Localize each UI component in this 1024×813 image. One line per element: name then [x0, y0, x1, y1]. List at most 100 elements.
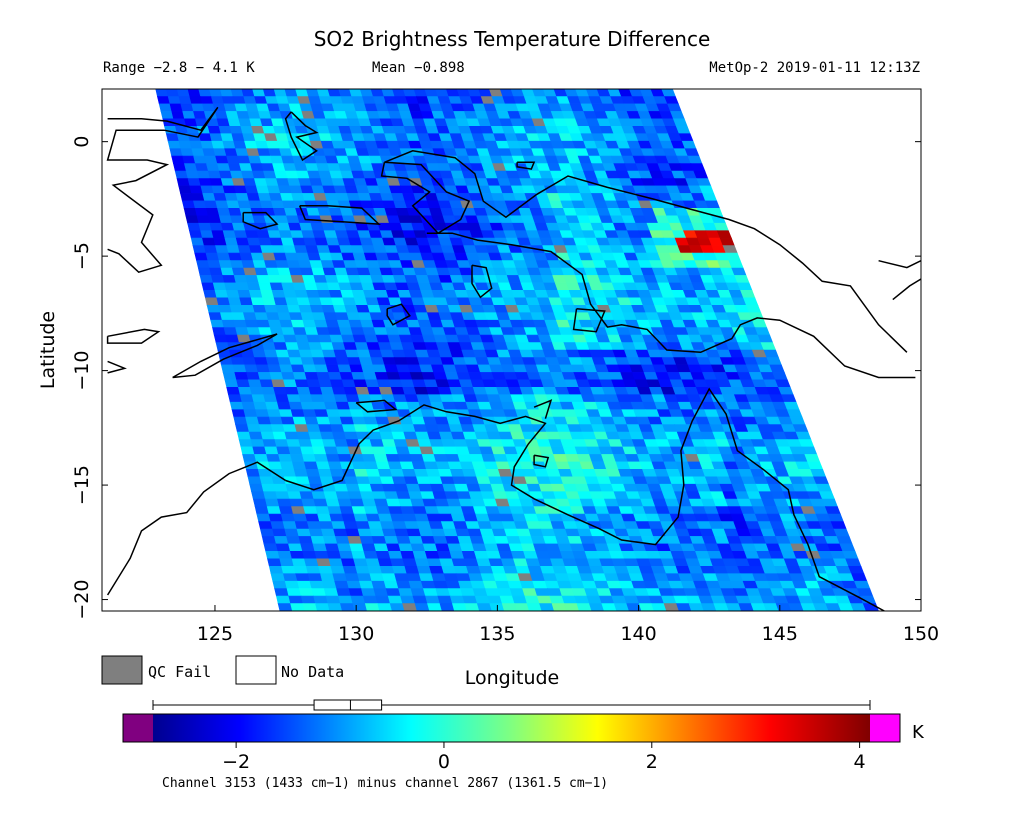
swath-pixel	[217, 163, 231, 172]
swath-pixel	[813, 476, 830, 485]
swath-pixel	[254, 506, 270, 515]
swath-pixel	[314, 409, 329, 418]
swath-pixel	[329, 513, 345, 522]
swath-pixel	[848, 565, 865, 575]
swath-pixel	[246, 148, 260, 157]
swath-pixel	[268, 461, 283, 470]
swath-pixel	[189, 185, 204, 194]
colorbar: −2 0 2 4 K	[122, 699, 925, 773]
swath-pixel	[478, 565, 494, 575]
swath-pixel	[264, 446, 279, 455]
swath-pixel	[329, 379, 345, 388]
colorbar-unit: K	[912, 722, 925, 743]
swath-pixel	[155, 89, 169, 97]
swath-pixel	[219, 215, 233, 224]
swath-pixel	[237, 245, 252, 254]
swath-pixel	[225, 334, 240, 343]
swath-pixel	[381, 439, 397, 448]
swath-pixel	[391, 431, 407, 440]
swath-pixel	[245, 416, 260, 425]
swath-pixel	[377, 468, 393, 478]
swath-pixel	[288, 543, 303, 552]
swath-pixel	[281, 327, 296, 336]
swath-pixel	[322, 536, 338, 545]
swath-pixel	[301, 498, 317, 507]
swath-pixel	[363, 506, 379, 515]
swath-pixel	[290, 603, 306, 611]
swath-pixel	[284, 431, 300, 440]
swath-pixel	[318, 565, 334, 575]
swath-pixel	[387, 461, 403, 470]
swath-pixel	[261, 483, 277, 493]
swath-pixel	[377, 603, 393, 611]
swath-pixel	[769, 364, 785, 373]
swath-pixel	[227, 297, 242, 306]
swath-pixel	[439, 603, 455, 611]
swath-pixel	[367, 565, 383, 575]
swath-pixel	[373, 454, 389, 463]
swath-pixel	[460, 588, 476, 597]
swath-pixel	[308, 528, 324, 537]
swath-pixel	[396, 580, 412, 589]
swath-pixel	[292, 513, 308, 522]
swath-pixel	[359, 580, 375, 589]
swath-pixel	[335, 357, 351, 366]
swath-pixel	[198, 178, 213, 187]
swath-pixel	[166, 89, 180, 97]
swath-pixel	[261, 536, 277, 545]
swath-pixel	[427, 603, 443, 611]
swath-pixel	[328, 416, 343, 425]
swath-pixel	[318, 334, 333, 343]
swath-pixel	[404, 476, 419, 485]
swath-pixel	[254, 454, 269, 463]
swath-pixel	[211, 140, 226, 149]
swath-pixel	[252, 304, 267, 314]
swath-pixel	[275, 349, 290, 358]
swath-pixel	[257, 416, 272, 425]
swath-pixel	[228, 208, 243, 217]
swath-pixel	[347, 536, 363, 545]
swath-pixel	[282, 424, 298, 433]
swath-pixel	[171, 155, 185, 164]
swath-pixel	[247, 237, 261, 246]
swath-pixel	[222, 230, 237, 239]
swath-pixel	[248, 245, 263, 254]
swath-pixel	[254, 357, 269, 366]
swath-pixel	[252, 498, 268, 507]
swath-pixel	[314, 454, 329, 463]
swath-pixel	[402, 603, 418, 611]
swath-pixel	[842, 550, 859, 560]
swath-pixel	[341, 379, 357, 388]
swath-pixel	[330, 424, 345, 433]
swath-pixel	[337, 454, 353, 463]
swath-pixel	[277, 357, 292, 366]
swath-pixel	[311, 491, 327, 500]
swath-pixel	[845, 558, 862, 567]
swath-pixel	[196, 260, 210, 269]
swath-pixel	[266, 506, 282, 515]
swath-pixel	[330, 565, 346, 575]
x-tick-label: 135	[479, 623, 515, 645]
swath-pixel	[369, 439, 385, 448]
swath-pixel	[406, 483, 422, 493]
swath-pixel	[316, 372, 331, 381]
swath-pixel	[344, 573, 360, 582]
swath-pixel	[783, 401, 800, 411]
colorbar-tick-label: 0	[438, 751, 450, 773]
swath-pixel	[256, 513, 272, 522]
swath-pixel	[349, 498, 365, 507]
swath-pixel	[455, 573, 472, 582]
swath-pixel	[230, 357, 246, 366]
swath-pixel	[252, 349, 267, 358]
swath-pixel	[207, 170, 222, 179]
swath-pixel	[220, 364, 236, 373]
swath-pixel	[331, 342, 346, 351]
swath-pixel	[274, 439, 289, 448]
swath-pixel	[261, 386, 276, 396]
swath-pixel	[327, 461, 343, 470]
swath-pixel	[379, 476, 395, 485]
swath-pixel	[307, 476, 323, 485]
swath-pixel	[801, 446, 818, 455]
swath-pixel	[383, 580, 399, 589]
x-axis-label: Longitude	[465, 667, 560, 689]
